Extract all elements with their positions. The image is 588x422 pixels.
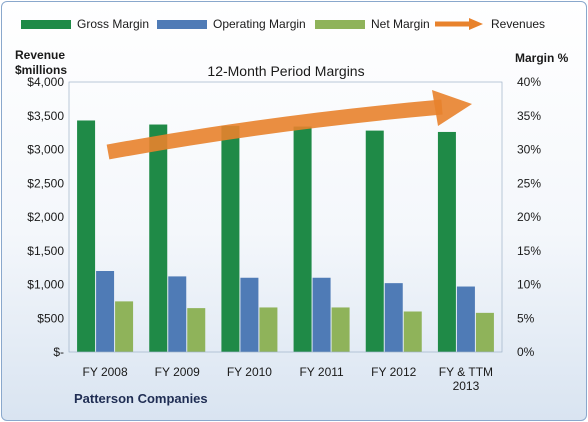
legend-label-operating: Operating Margin	[213, 17, 306, 31]
right-tick-label: 10%	[517, 278, 541, 292]
legend-arrow-icon	[435, 18, 483, 30]
left-tick-label: $2,000	[27, 210, 64, 224]
right-tick-label: 0%	[517, 345, 535, 359]
gross-margin-bar	[221, 125, 240, 352]
left-tick-label: $3,500	[27, 109, 64, 123]
legend-swatch-gross	[21, 19, 71, 29]
left-tick-label: $3,000	[27, 143, 64, 157]
operating-margin-bar	[456, 286, 475, 352]
net-margin-bar	[115, 301, 134, 352]
legend-swatch-operating	[157, 19, 207, 29]
operating-margin-bar	[384, 283, 403, 352]
right-tick-label: 30%	[517, 143, 541, 157]
category-label: FY 2009	[155, 365, 200, 379]
right-tick-label: 15%	[517, 244, 541, 258]
left-tick-label: $1,500	[27, 244, 64, 258]
chart-title: 12-Month Period Margins	[207, 63, 364, 79]
left-tick-label: $-	[53, 345, 64, 359]
category-label: FY 2012	[371, 365, 416, 379]
gross-margin-bar	[437, 131, 456, 352]
operating-margin-bar	[168, 276, 187, 352]
legend-label-revenues: Revenues	[491, 17, 546, 31]
right-tick-label: 5%	[517, 311, 535, 325]
left-axis-title: Revenue $millions	[15, 48, 68, 77]
category-label: FY 2008	[83, 365, 128, 379]
company-name: Patterson Companies	[74, 391, 208, 406]
right-tick-label: 40%	[517, 75, 541, 89]
right-tick-label: 35%	[517, 109, 541, 123]
gross-margin-bar	[293, 126, 312, 352]
operating-margin-bar	[96, 271, 115, 352]
left-tick-label: $2,500	[27, 176, 64, 190]
legend-gross-margin: Gross Margin	[21, 16, 149, 32]
category-label: FY & TTM 2013	[439, 365, 493, 393]
left-tick-label: $4,000	[27, 75, 64, 89]
right-tick-label: 20%	[517, 210, 541, 224]
plot-area	[68, 81, 503, 353]
legend-operating-margin: Operating Margin	[157, 16, 306, 32]
net-margin-bar	[259, 307, 278, 352]
category-label: FY 2010	[227, 365, 272, 379]
right-axis-title: Margin %	[515, 51, 569, 65]
net-margin-bar	[187, 308, 206, 352]
net-margin-bar	[331, 307, 350, 352]
legend-label-gross: Gross Margin	[77, 17, 150, 31]
net-margin-bar	[475, 312, 494, 352]
operating-margin-bar	[312, 277, 331, 352]
revenues-trend-line	[106, 99, 443, 160]
legend-revenues: Revenues	[433, 16, 545, 32]
net-margin-bar	[403, 311, 422, 352]
legend-label-net: Net Margin	[371, 17, 430, 31]
gross-margin-bar	[365, 130, 384, 352]
operating-margin-bar	[240, 277, 259, 352]
left-tick-label: $500	[37, 311, 64, 325]
left-tick-label: $1,000	[27, 278, 64, 292]
legend-swatch-net	[315, 19, 365, 29]
right-tick-label: 25%	[517, 176, 541, 190]
revenues-arrow-head	[432, 90, 472, 126]
legend-net-margin: Net Margin	[315, 16, 430, 32]
category-label: FY 2011	[299, 365, 344, 379]
gross-margin-bar	[77, 120, 96, 352]
gross-margin-bar	[149, 124, 168, 353]
